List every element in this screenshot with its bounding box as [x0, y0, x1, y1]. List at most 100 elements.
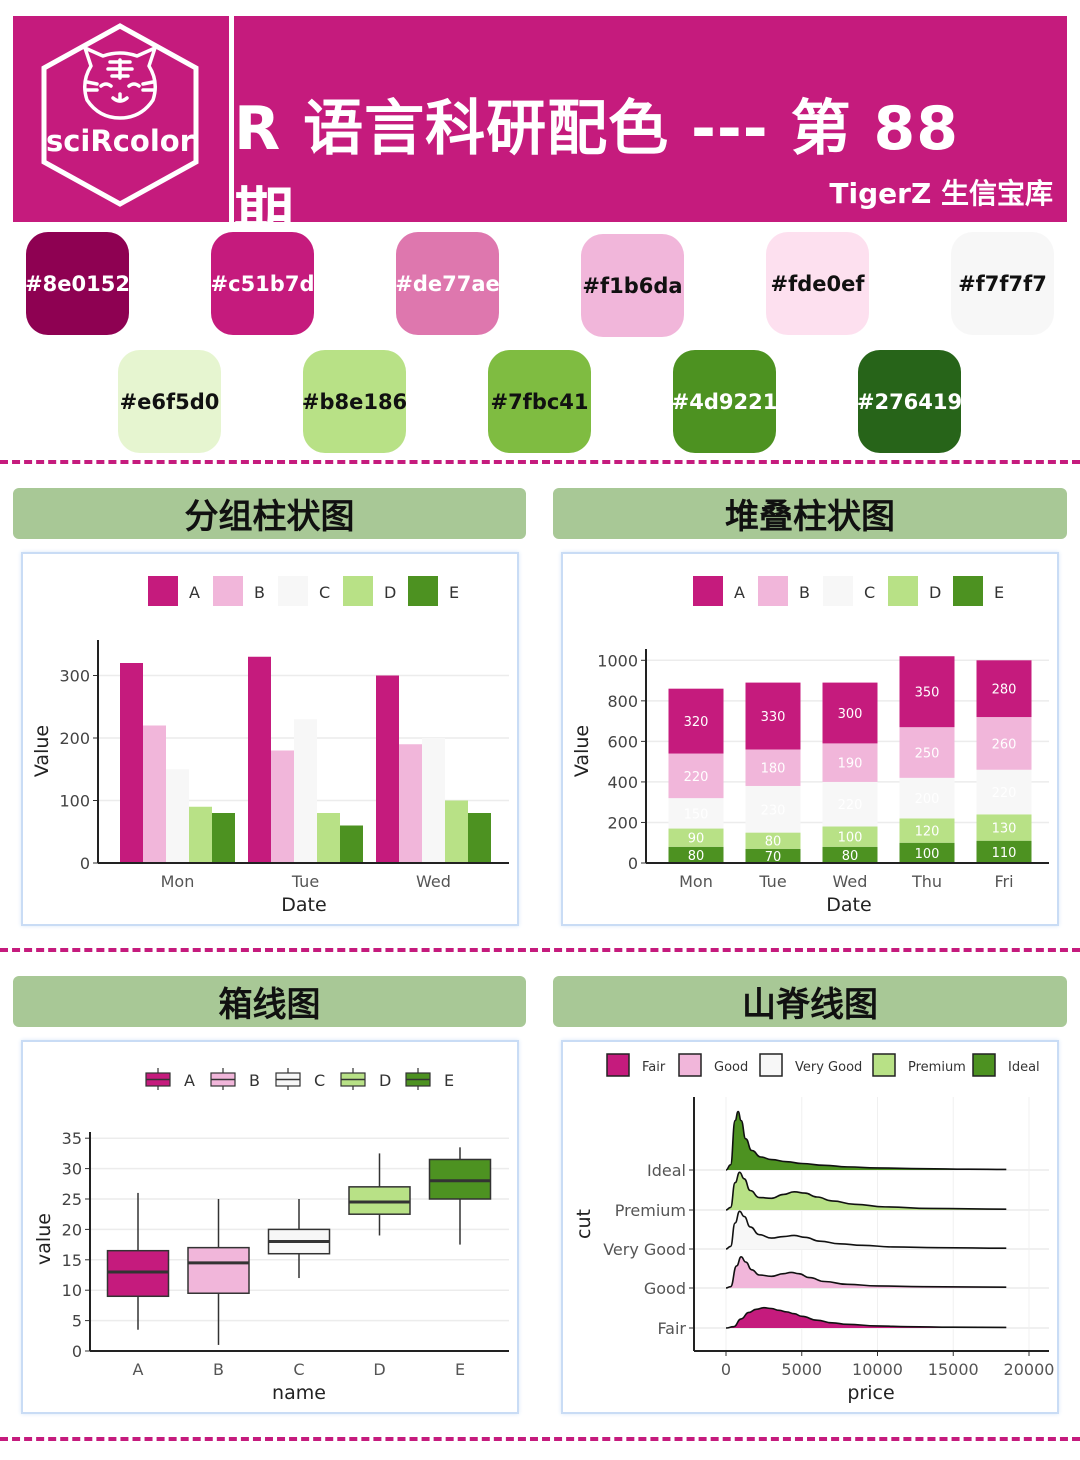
bar-B-Mon [143, 725, 166, 863]
color-swatch: #8e0152 [25, 232, 130, 335]
bar-A-Mon [120, 663, 143, 863]
legend-key-D [343, 576, 373, 606]
ridge-area-good [726, 1256, 1007, 1288]
bar-E-Tue [340, 825, 363, 863]
swatch-label: #b8e186 [301, 389, 408, 414]
grouped-bar-chart: 0 100 200 300 Mon Tue Wed Date Value A B C D E [31, 576, 509, 916]
legend-label: B [799, 583, 810, 602]
bar-D-Tue [317, 813, 340, 863]
legend-label: E [449, 583, 459, 602]
section-divider [0, 1437, 1080, 1441]
x-tick-label: 10000 [852, 1360, 903, 1379]
x-axis-label: Date [826, 894, 871, 916]
page-subtitle: TigerZ 生信宝库 [829, 177, 1053, 210]
header-banner: sciRcolor R 语言科研配色 --- 第 88 期 TigerZ 生信宝… [13, 16, 1067, 251]
bar-B-Wed [399, 744, 422, 863]
data-label: 180 [761, 762, 786, 777]
swatch-label: #8e0152 [25, 271, 130, 296]
bar-segment-D-Thu [899, 818, 955, 843]
color-swatch: #276419 [857, 350, 962, 453]
legend-label: B [249, 1071, 260, 1090]
legend-label: C [319, 583, 330, 602]
ridge-area-ideal [726, 1111, 1007, 1170]
x-tick-label: Thu [911, 872, 942, 891]
y-tick-label: 100 [59, 792, 90, 811]
bar-segment-C-Tue [745, 785, 801, 833]
x-tick-label: Tue [291, 872, 319, 891]
y-tick-label: 200 [607, 813, 638, 832]
legend-label: C [314, 1071, 325, 1090]
x-tick-label: Wed [833, 872, 868, 891]
data-label: 220 [992, 786, 1017, 801]
bar-segment-B-Tue [745, 749, 801, 786]
legend-key-E [953, 576, 983, 606]
legend-label: A [189, 583, 200, 602]
y-axis-label: cut [573, 1209, 595, 1239]
bar-C-Wed [422, 738, 445, 863]
bar-A-Wed [376, 675, 399, 863]
bar-segment-C-Thu [899, 777, 955, 819]
data-label: 110 [992, 846, 1017, 861]
legend-key-fair [606, 1053, 630, 1077]
data-label: 230 [761, 803, 786, 818]
data-label: 100 [915, 847, 940, 862]
bar-segment-E-Wed [822, 846, 878, 863]
legend-key-C [823, 576, 853, 606]
y-tick-label: 800 [607, 692, 638, 711]
color-swatch: #b8e186 [301, 350, 408, 453]
data-label: 300 [838, 707, 863, 722]
ridge-line [725, 1171, 1007, 1211]
bar-segment-C-Fri [976, 769, 1032, 815]
legend-key-good [678, 1053, 702, 1077]
title-panel: R 语言科研配色 --- 第 88 期 TigerZ 生信宝库 [234, 16, 1067, 251]
data-label: 80 [688, 849, 705, 864]
y-tick-label: 0 [628, 854, 638, 873]
legend-label: Very Good [795, 1060, 862, 1075]
box-D [348, 1186, 411, 1215]
legend-label: D [929, 583, 941, 602]
bar-segment-D-Fri [976, 814, 1032, 841]
color-swatch: #7fbc41 [488, 350, 591, 453]
logo-panel: sciRcolor [13, 16, 229, 222]
ridgeline-chart: Fair Good Very Good Premium Ideal 0 5000 10000 1… [573, 1053, 1054, 1404]
bar-segment-C-Mon [668, 798, 724, 829]
x-tick-label: D [373, 1360, 385, 1379]
x-tick-label: Mon [679, 872, 713, 891]
swatch-label: #f7f7f7 [958, 271, 1047, 296]
legend-label: B [254, 583, 265, 602]
x-axis-label: price [847, 1382, 894, 1404]
y-tick-label: 15 [62, 1251, 82, 1270]
swatch-label: #4d9221 [671, 389, 778, 414]
data-label: 70 [765, 850, 782, 865]
swatch-label: #de77ae [395, 271, 500, 296]
x-tick-label: Mon [161, 872, 195, 891]
data-label: 220 [838, 798, 863, 813]
legend-label: E [444, 1071, 454, 1090]
x-tick-label: A [133, 1360, 144, 1379]
section-divider [0, 948, 1080, 952]
y-tick-label: 0 [80, 854, 90, 873]
bar-D-Mon [189, 806, 212, 863]
grouped-bar-panel: 0 100 200 300 Mon Tue Wed Date Value A B C D E [21, 552, 519, 926]
bar-segment-D-Wed [822, 826, 878, 847]
data-label: 80 [765, 835, 782, 850]
legend-label: A [734, 583, 745, 602]
bar-segment-E-Fri [976, 840, 1032, 863]
y-tick-label: 200 [59, 729, 90, 748]
bar-A-Tue [248, 656, 271, 863]
legend-label: A [184, 1071, 195, 1090]
section-title-stacked-bar: 堆叠柱状图 [553, 488, 1067, 539]
swatch-label: #e6f5d0 [119, 389, 220, 414]
bar-segment-D-Mon [668, 828, 724, 847]
x-tick-label: E [455, 1360, 465, 1379]
color-swatch: #c51b7d [211, 232, 314, 335]
x-tick-label: Tue [758, 872, 786, 891]
data-label: 150 [684, 807, 709, 822]
legend-key-ideal [972, 1053, 996, 1077]
ridge-line [725, 1110, 1007, 1171]
y-axis-label: Value [31, 725, 53, 777]
stacked-bar-chart: 020040060080010008090150220320Mon7080230… [571, 576, 1049, 916]
x-tick-label: 5000 [781, 1360, 822, 1379]
